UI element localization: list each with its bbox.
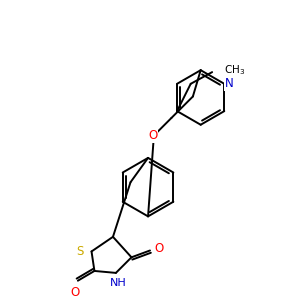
Text: O: O — [155, 242, 164, 255]
Text: N: N — [225, 77, 234, 90]
Text: NH: NH — [110, 278, 126, 288]
Text: O: O — [148, 129, 158, 142]
Text: O: O — [70, 286, 80, 298]
Text: CH$_3$: CH$_3$ — [224, 63, 245, 77]
Text: S: S — [76, 245, 84, 258]
